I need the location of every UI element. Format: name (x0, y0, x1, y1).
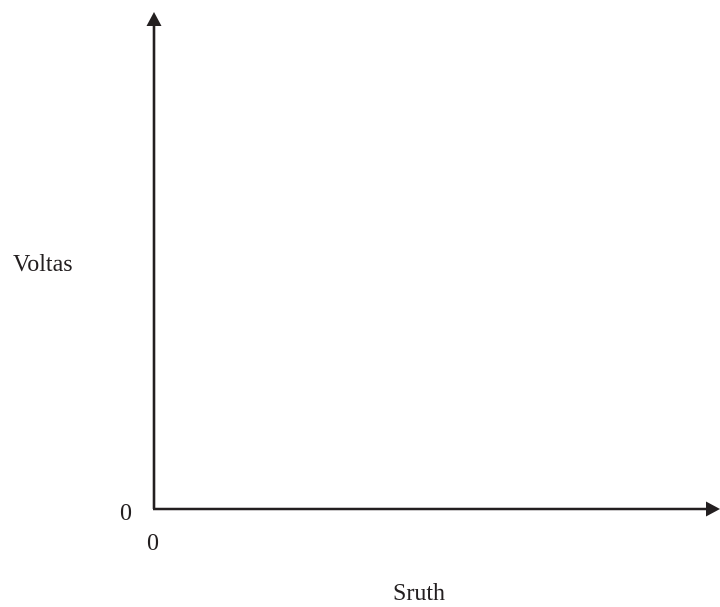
x-axis-arrowhead (706, 501, 720, 517)
y-axis-label: Voltas (13, 251, 73, 277)
x-origin-label: 0 (147, 530, 159, 556)
x-axis-label: Sruth (393, 580, 445, 606)
y-axis-arrowhead (146, 12, 162, 26)
y-origin-label: 0 (120, 500, 132, 526)
